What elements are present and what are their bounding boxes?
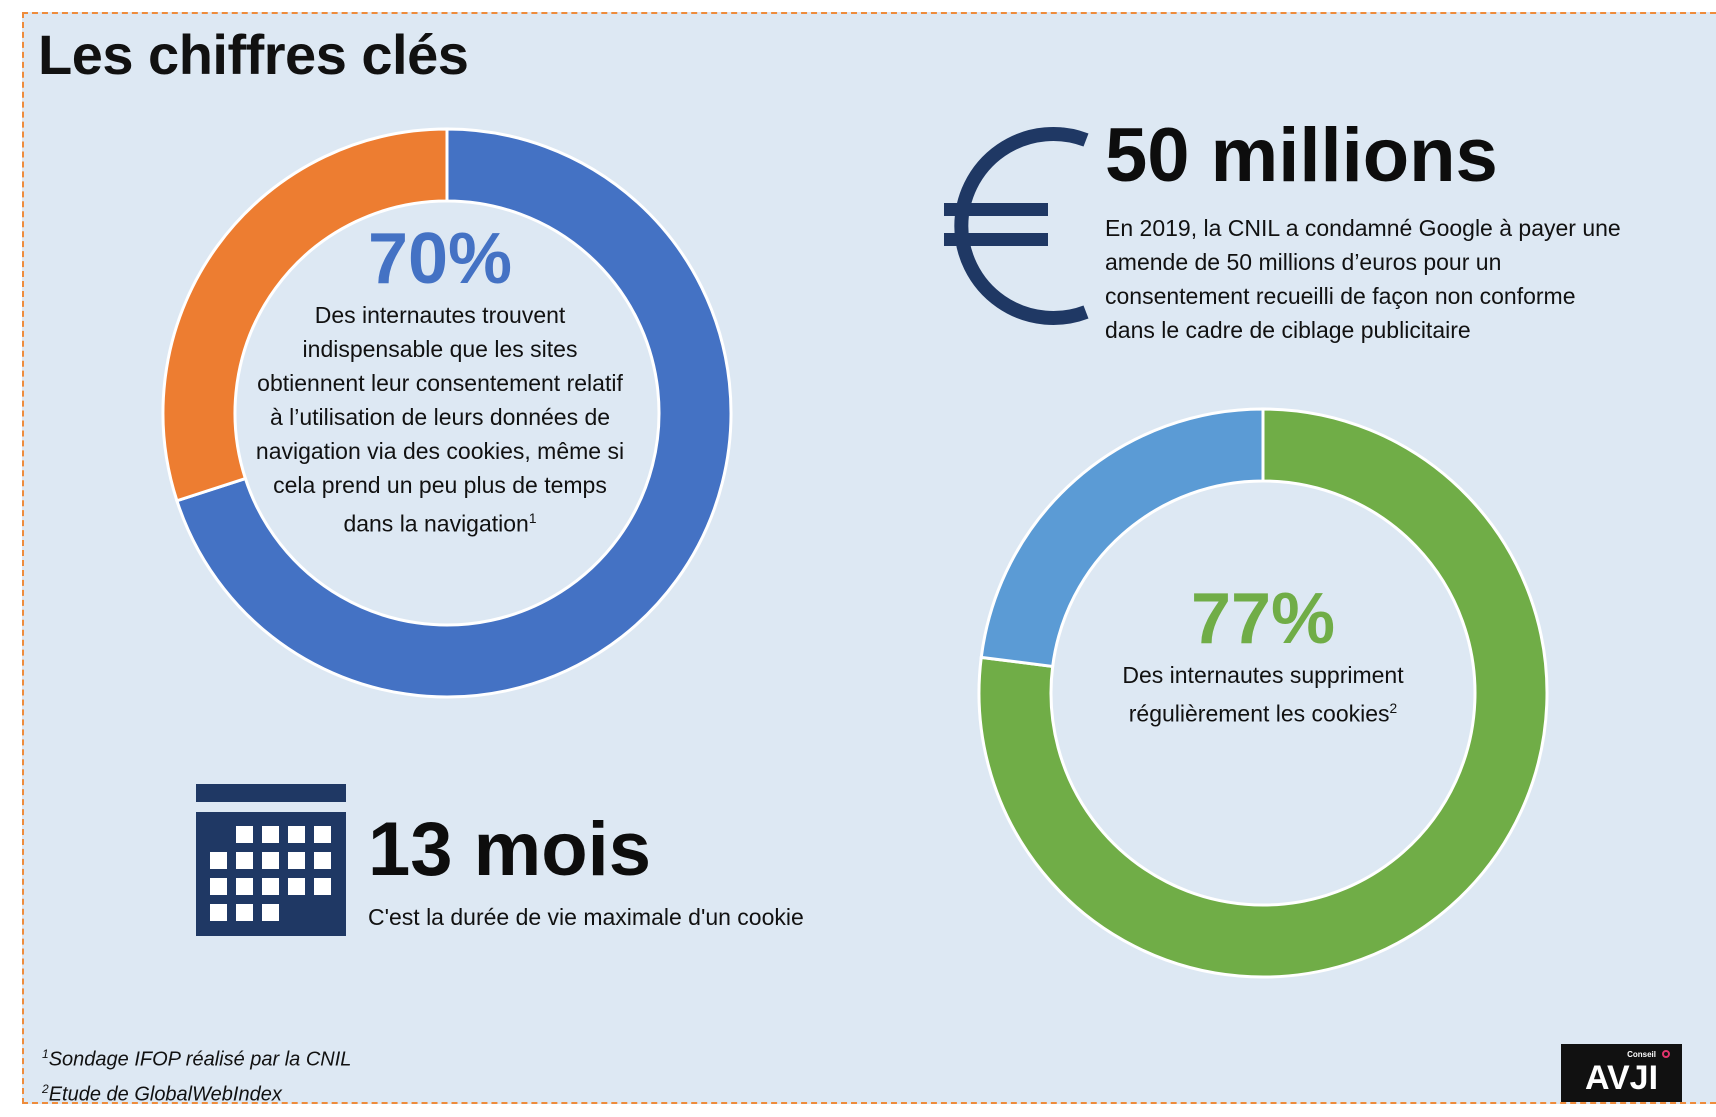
donut-chart-77 (977, 407, 1549, 979)
donut-77-label: 77% Des internautes suppriment régulière… (1063, 578, 1463, 731)
donut-77-value: 77% (1190, 579, 1336, 659)
donut-70-description: Des internautes trouvent indispensable q… (255, 302, 625, 537)
avji-logo: Conseil AVJI (1561, 1044, 1682, 1102)
fine-amount: 50 millions (1105, 113, 1498, 198)
cookie-lifetime-description: C'est la durée de vie maximale d'un cook… (368, 904, 804, 930)
footnote-2: 2Etude de GlobalWebIndex (42, 1081, 282, 1106)
donut-70-slice-0 (175, 127, 733, 699)
euro-icon (944, 127, 1089, 325)
donut-70-label: 70% Des internautes trouvent indispensab… (248, 218, 632, 541)
fine-description: En 2019, la CNIL a condamné Google à pay… (1105, 215, 1621, 343)
donut-77-description: Des internautes suppriment régulièrement… (1122, 662, 1404, 727)
donut-chart-70 (161, 127, 733, 699)
footnote-1: 1Sondage IFOP réalisé par la CNIL (42, 1047, 352, 1071)
donut-70-value: 70% (367, 219, 513, 299)
donut-70-slice-1 (161, 127, 449, 503)
footnotes: 1Sondage IFOP réalisé par la CNIL 2Etude… (42, 1040, 351, 1109)
donut-77-slice-0 (977, 407, 1549, 979)
calendar-icon (196, 784, 346, 936)
cookie-lifetime: 13 mois (368, 807, 652, 892)
page-title: Les chiffres clés (38, 23, 469, 86)
donut-77-slice-1 (979, 407, 1265, 669)
